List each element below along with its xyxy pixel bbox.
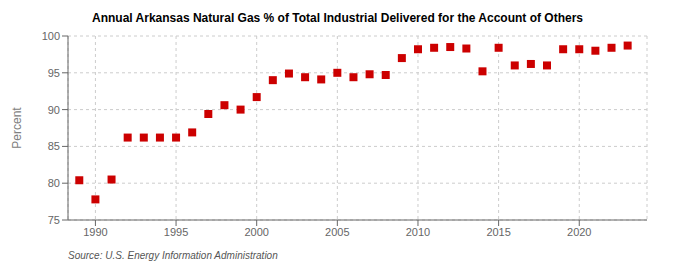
svg-text:100: 100: [42, 30, 60, 42]
svg-text:75: 75: [48, 214, 60, 226]
svg-text:Percent: Percent: [10, 107, 24, 149]
svg-text:80: 80: [48, 177, 60, 189]
svg-text:1995: 1995: [164, 226, 188, 238]
svg-text:90: 90: [48, 104, 60, 116]
svg-text:2010: 2010: [406, 226, 430, 238]
svg-text:2020: 2020: [567, 226, 591, 238]
html-text:Annual Arkansas Natural Gas %: Annual Arkansas Natural Gas % of Total I…: [92, 11, 583, 25]
svg-text:2000: 2000: [244, 226, 268, 238]
svg-text:85: 85: [48, 140, 60, 152]
html-text:Source: U.S. Energy Informatio: Source: U.S. Energy Information Administ…: [68, 250, 278, 261]
svg-text:2005: 2005: [325, 226, 349, 238]
svg-text:1990: 1990: [83, 226, 107, 238]
svg-text:2015: 2015: [486, 226, 510, 238]
svg-text:95: 95: [48, 67, 60, 79]
